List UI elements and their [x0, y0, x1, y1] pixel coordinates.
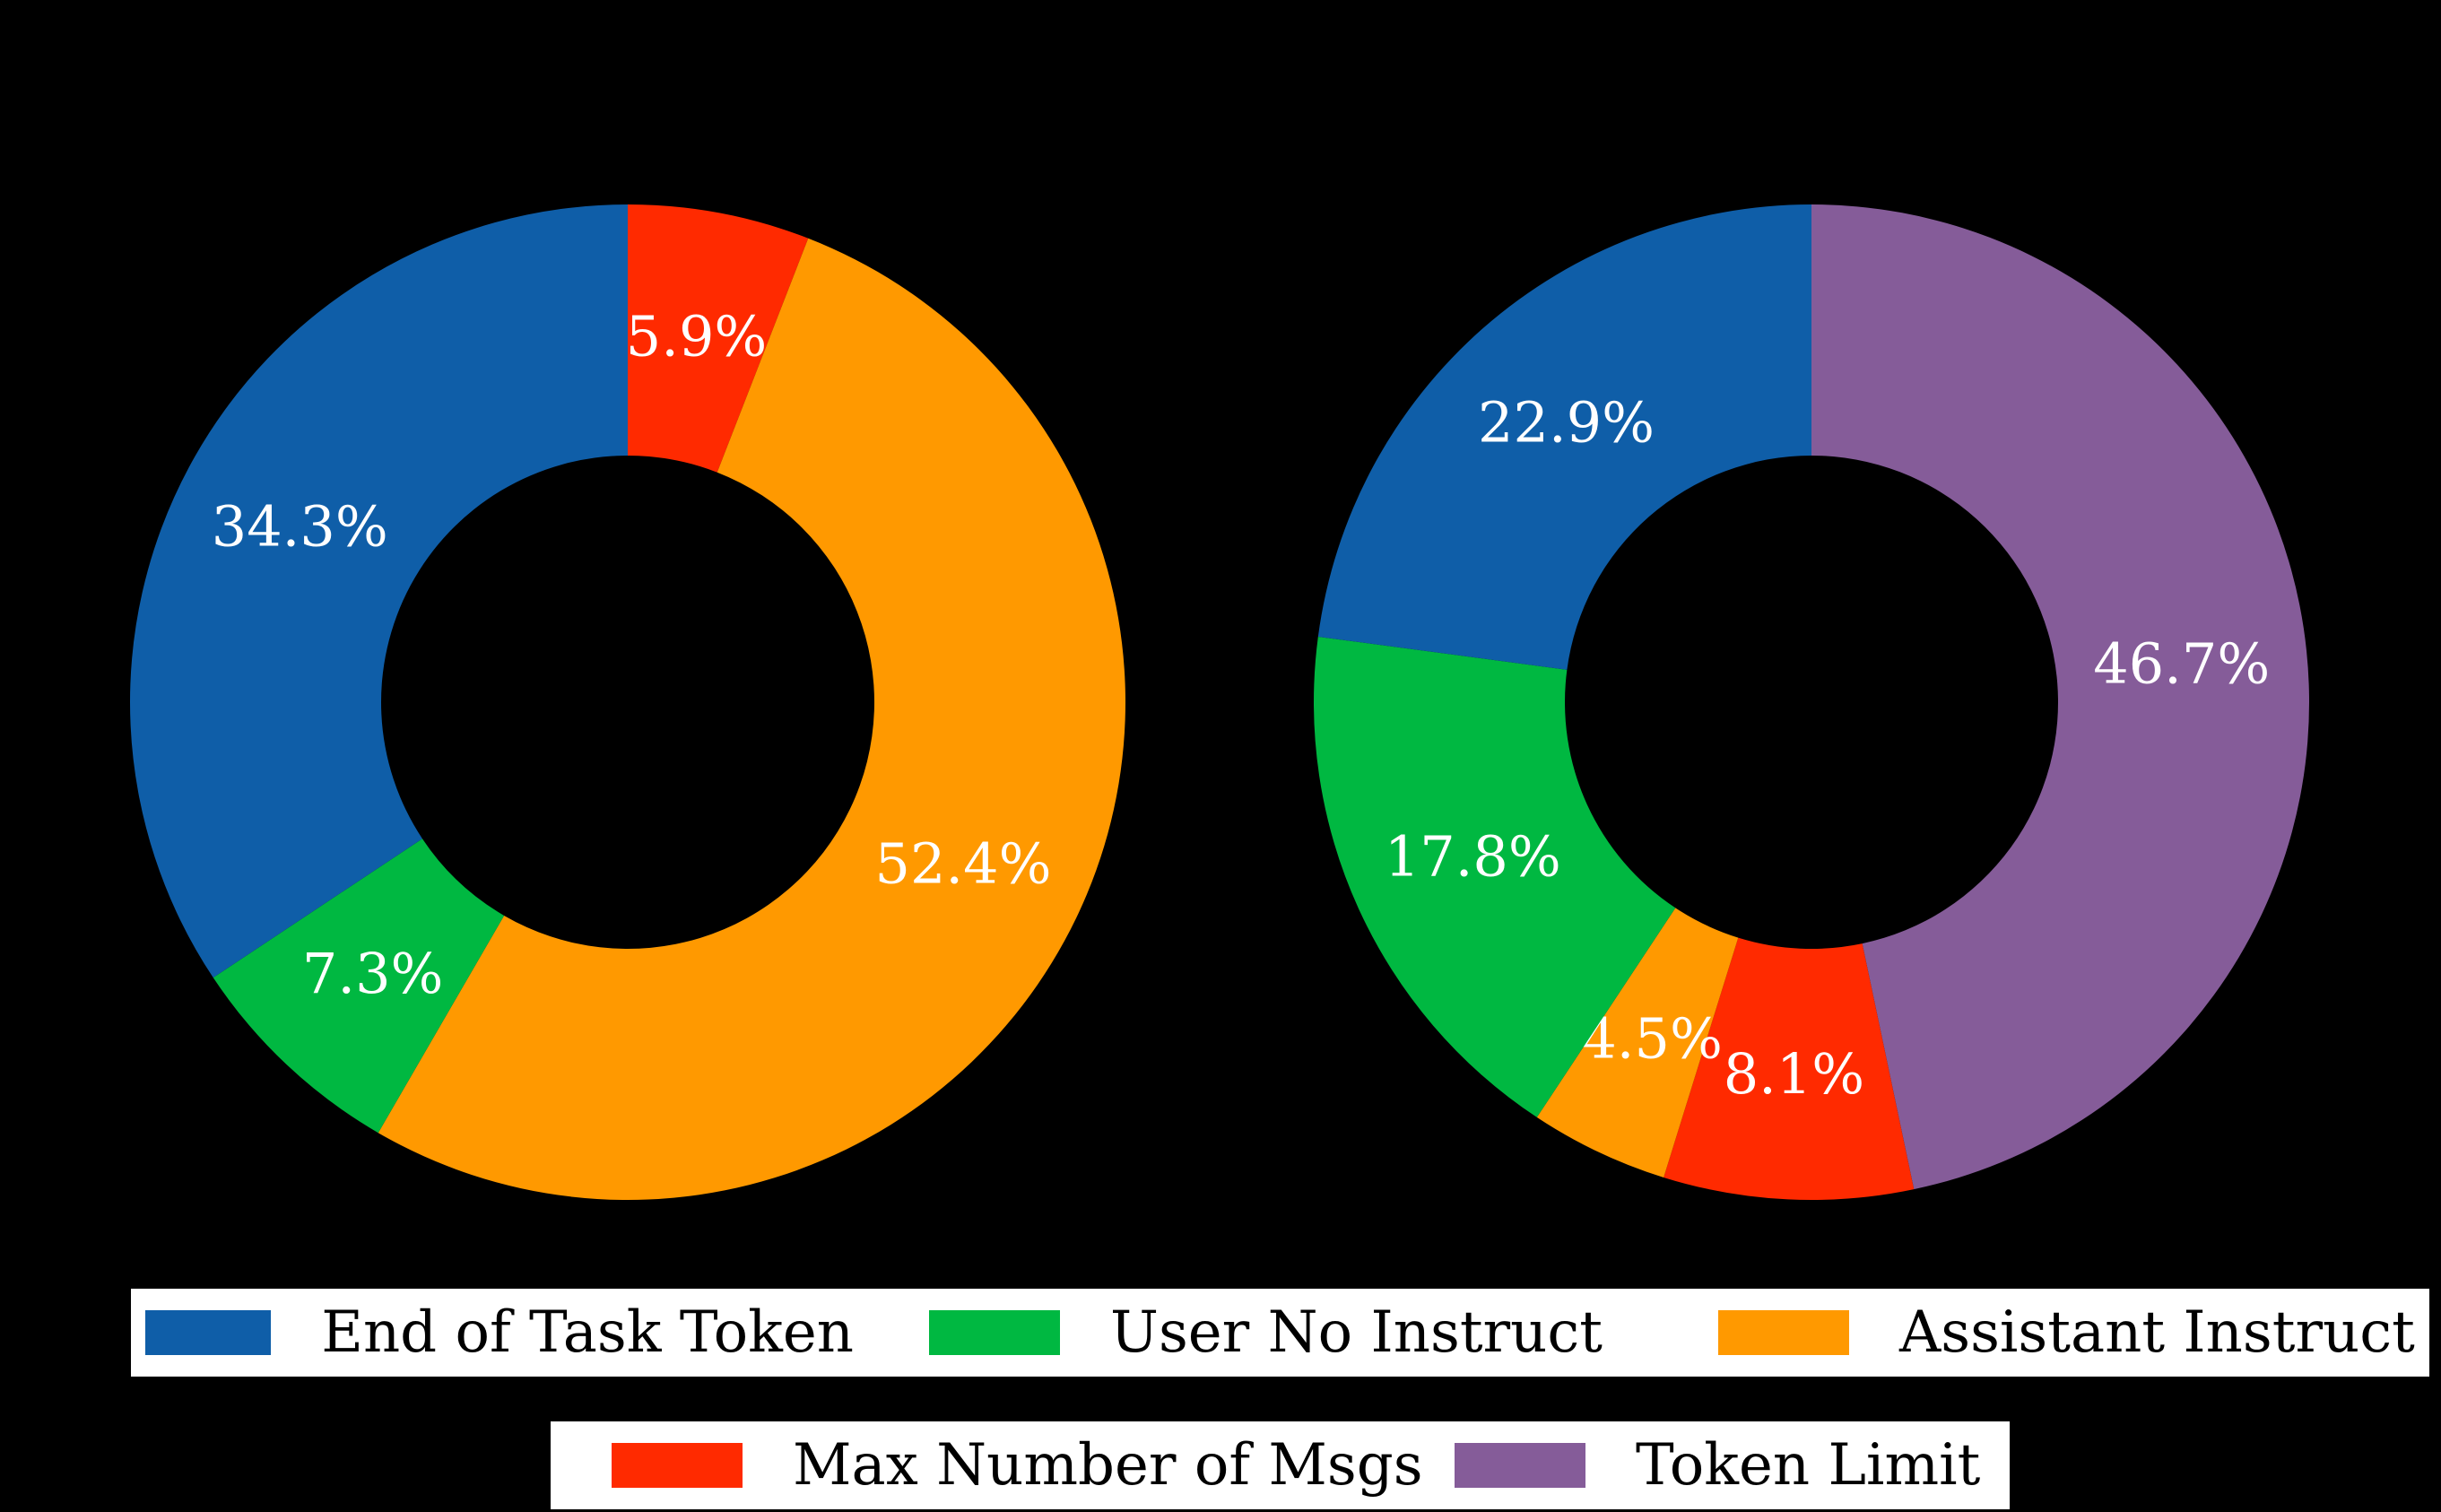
legend-row-1: End of Task Token User No Instruct Assis…	[131, 1289, 2429, 1377]
slice-label-user-no-instruct: 7.3%	[302, 941, 444, 1006]
slice-label-token-limit: 46.7%	[2093, 631, 2270, 697]
legend-swatch-end-of-task-token	[145, 1310, 272, 1355]
slice-label-end-of-task-token: 34.3%	[212, 493, 388, 559]
slice-label-end-of-task-token: 22.9%	[1478, 389, 1655, 455]
slice-label-user-no-instruct: 17.8%	[1385, 823, 1561, 889]
legend-label-max-number-of-msgs: Max Number of Msgs	[793, 1432, 1423, 1499]
slice-label-max-number-of-msgs: 5.9%	[626, 304, 768, 369]
legend-item-token-limit: Token Limit	[1455, 1421, 1980, 1509]
legend-swatch-token-limit	[1455, 1443, 1585, 1488]
slice-end-of-task-token	[130, 204, 629, 978]
slice-label-assistant-instruct: 52.4%	[875, 830, 1052, 896]
slice-assistant-instruct	[378, 238, 1126, 1201]
legend-item-user-no-instruct: User No Instruct	[854, 1289, 1718, 1377]
legend-label-user-no-instruct: User No Instruct	[1110, 1299, 1603, 1366]
slice-token-limit	[1811, 204, 2310, 1190]
slice-assistant-instruct	[1536, 908, 1739, 1177]
legend-label-end-of-task-token: End of Task Token	[321, 1299, 854, 1366]
slice-max-number-of-msgs	[1664, 937, 1915, 1200]
legend-item-assistant-instruct: Assistant Instruct	[1718, 1289, 2415, 1377]
legend-label-token-limit: Token Limit	[1636, 1432, 1981, 1499]
legend-swatch-max-number-of-msgs	[612, 1443, 743, 1488]
slice-max-number-of-msgs	[628, 204, 809, 473]
legend-item-max-number-of-msgs: Max Number of Msgs	[551, 1421, 1455, 1509]
slice-end-of-task-token	[1317, 204, 1811, 670]
legend-row-2: Max Number of Msgs Token Limit	[551, 1421, 2010, 1509]
legend-label-assistant-instruct: Assistant Instruct	[1899, 1299, 2415, 1366]
legend-item-end-of-task-token: End of Task Token	[131, 1289, 854, 1377]
slice-user-no-instruct	[213, 839, 505, 1134]
slice-user-no-instruct	[1313, 636, 1676, 1117]
legend-swatch-assistant-instruct	[1718, 1310, 1849, 1355]
legend-swatch-user-no-instruct	[929, 1310, 1060, 1355]
donut-chart-left: 5.9% 52.4% 7.3% 34.3%	[130, 204, 1126, 1201]
slice-label-max-number-of-msgs: 8.1%	[1724, 1041, 1865, 1107]
slice-label-assistant-instruct: 4.5%	[1581, 1005, 1723, 1071]
donut-chart-right: 46.7% 8.1%4.5% 17.8% 22.9%	[1313, 204, 2310, 1200]
